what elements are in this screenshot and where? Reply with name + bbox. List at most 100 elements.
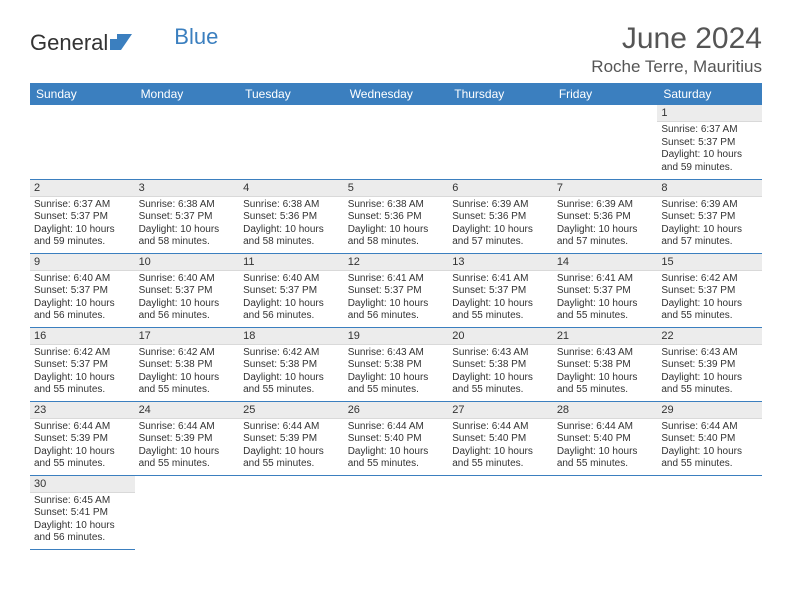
calendar-day-cell: 23Sunrise: 6:44 AMSunset: 5:39 PMDayligh… [30,401,135,475]
day-number: 15 [657,254,762,271]
day-number: 3 [135,180,240,197]
calendar-day-cell: 18Sunrise: 6:42 AMSunset: 5:38 PMDayligh… [239,327,344,401]
calendar-day-cell: 5Sunrise: 6:38 AMSunset: 5:36 PMDaylight… [344,179,449,253]
calendar-empty-cell [239,105,344,179]
calendar-body: 1Sunrise: 6:37 AMSunset: 5:37 PMDaylight… [30,105,762,549]
calendar-day-cell: 14Sunrise: 6:41 AMSunset: 5:37 PMDayligh… [553,253,658,327]
calendar-day-cell: 6Sunrise: 6:39 AMSunset: 5:36 PMDaylight… [448,179,553,253]
day-number: 14 [553,254,658,271]
day-details: Sunrise: 6:41 AMSunset: 5:37 PMDaylight:… [344,271,449,326]
weekday-header: Tuesday [239,83,344,105]
day-details: Sunrise: 6:39 AMSunset: 5:36 PMDaylight:… [448,197,553,252]
day-details: Sunrise: 6:42 AMSunset: 5:38 PMDaylight:… [135,345,240,400]
brand-part1: General [30,30,108,56]
calendar-day-cell: 20Sunrise: 6:43 AMSunset: 5:38 PMDayligh… [448,327,553,401]
day-number: 8 [657,180,762,197]
day-number: 23 [30,402,135,419]
day-details: Sunrise: 6:44 AMSunset: 5:39 PMDaylight:… [30,419,135,474]
day-details: Sunrise: 6:38 AMSunset: 5:36 PMDaylight:… [239,197,344,252]
calendar-day-cell: 2Sunrise: 6:37 AMSunset: 5:37 PMDaylight… [30,179,135,253]
day-number: 9 [30,254,135,271]
calendar-empty-cell [657,475,762,549]
weekday-header: Monday [135,83,240,105]
day-details: Sunrise: 6:44 AMSunset: 5:40 PMDaylight:… [657,419,762,474]
day-details: Sunrise: 6:39 AMSunset: 5:37 PMDaylight:… [657,197,762,252]
day-details: Sunrise: 6:44 AMSunset: 5:40 PMDaylight:… [553,419,658,474]
calendar-day-cell: 8Sunrise: 6:39 AMSunset: 5:37 PMDaylight… [657,179,762,253]
day-details: Sunrise: 6:37 AMSunset: 5:37 PMDaylight:… [657,122,762,177]
day-details: Sunrise: 6:40 AMSunset: 5:37 PMDaylight:… [239,271,344,326]
calendar-day-cell: 15Sunrise: 6:42 AMSunset: 5:37 PMDayligh… [657,253,762,327]
calendar-empty-cell [553,475,658,549]
day-number: 10 [135,254,240,271]
day-details: Sunrise: 6:45 AMSunset: 5:41 PMDaylight:… [30,493,135,548]
month-title: June 2024 [591,22,762,55]
day-details: Sunrise: 6:43 AMSunset: 5:38 PMDaylight:… [553,345,658,400]
calendar-day-cell: 10Sunrise: 6:40 AMSunset: 5:37 PMDayligh… [135,253,240,327]
calendar-day-cell: 13Sunrise: 6:41 AMSunset: 5:37 PMDayligh… [448,253,553,327]
day-details: Sunrise: 6:44 AMSunset: 5:39 PMDaylight:… [135,419,240,474]
calendar-day-cell: 11Sunrise: 6:40 AMSunset: 5:37 PMDayligh… [239,253,344,327]
day-details: Sunrise: 6:38 AMSunset: 5:36 PMDaylight:… [344,197,449,252]
calendar-empty-cell [344,105,449,179]
day-details: Sunrise: 6:42 AMSunset: 5:37 PMDaylight:… [657,271,762,326]
day-number: 5 [344,180,449,197]
day-details: Sunrise: 6:42 AMSunset: 5:37 PMDaylight:… [30,345,135,400]
day-number: 24 [135,402,240,419]
day-details: Sunrise: 6:38 AMSunset: 5:37 PMDaylight:… [135,197,240,252]
day-number: 22 [657,328,762,345]
calendar-day-cell: 16Sunrise: 6:42 AMSunset: 5:37 PMDayligh… [30,327,135,401]
flag-icon [110,34,132,50]
weekday-header: Wednesday [344,83,449,105]
day-number: 6 [448,180,553,197]
weekday-header: Friday [553,83,658,105]
day-number: 18 [239,328,344,345]
day-number: 20 [448,328,553,345]
calendar-empty-cell [344,475,449,549]
weekday-header: Sunday [30,83,135,105]
weekday-header: Thursday [448,83,553,105]
brand-part2: Blue [174,24,218,50]
day-details: Sunrise: 6:43 AMSunset: 5:38 PMDaylight:… [448,345,553,400]
calendar-table: SundayMondayTuesdayWednesdayThursdayFrid… [30,83,762,550]
calendar-header-row: SundayMondayTuesdayWednesdayThursdayFrid… [30,83,762,105]
calendar-empty-cell [239,475,344,549]
calendar-day-cell: 27Sunrise: 6:44 AMSunset: 5:40 PMDayligh… [448,401,553,475]
title-block: June 2024 Roche Terre, Mauritius [591,22,762,77]
day-number: 1 [657,105,762,122]
day-details: Sunrise: 6:42 AMSunset: 5:38 PMDaylight:… [239,345,344,400]
day-number: 13 [448,254,553,271]
calendar-week-row: 9Sunrise: 6:40 AMSunset: 5:37 PMDaylight… [30,253,762,327]
day-number: 2 [30,180,135,197]
calendar-week-row: 30Sunrise: 6:45 AMSunset: 5:41 PMDayligh… [30,475,762,549]
calendar-page: General Blue June 2024 Roche Terre, Maur… [0,0,792,560]
day-details: Sunrise: 6:44 AMSunset: 5:39 PMDaylight:… [239,419,344,474]
calendar-day-cell: 29Sunrise: 6:44 AMSunset: 5:40 PMDayligh… [657,401,762,475]
day-number: 12 [344,254,449,271]
day-details: Sunrise: 6:44 AMSunset: 5:40 PMDaylight:… [344,419,449,474]
brand-logo: General Blue [30,22,218,56]
day-number: 16 [30,328,135,345]
calendar-empty-cell [553,105,658,179]
day-number: 4 [239,180,344,197]
day-details: Sunrise: 6:43 AMSunset: 5:38 PMDaylight:… [344,345,449,400]
day-number: 25 [239,402,344,419]
day-details: Sunrise: 6:40 AMSunset: 5:37 PMDaylight:… [30,271,135,326]
calendar-day-cell: 7Sunrise: 6:39 AMSunset: 5:36 PMDaylight… [553,179,658,253]
day-number: 17 [135,328,240,345]
calendar-empty-cell [135,475,240,549]
calendar-empty-cell [448,475,553,549]
day-details: Sunrise: 6:41 AMSunset: 5:37 PMDaylight:… [448,271,553,326]
calendar-empty-cell [448,105,553,179]
weekday-header: Saturday [657,83,762,105]
day-number: 26 [344,402,449,419]
calendar-day-cell: 3Sunrise: 6:38 AMSunset: 5:37 PMDaylight… [135,179,240,253]
calendar-day-cell: 25Sunrise: 6:44 AMSunset: 5:39 PMDayligh… [239,401,344,475]
calendar-day-cell: 30Sunrise: 6:45 AMSunset: 5:41 PMDayligh… [30,475,135,549]
day-details: Sunrise: 6:40 AMSunset: 5:37 PMDaylight:… [135,271,240,326]
day-details: Sunrise: 6:37 AMSunset: 5:37 PMDaylight:… [30,197,135,252]
calendar-week-row: 2Sunrise: 6:37 AMSunset: 5:37 PMDaylight… [30,179,762,253]
day-number: 19 [344,328,449,345]
location-subtitle: Roche Terre, Mauritius [591,57,762,77]
calendar-day-cell: 26Sunrise: 6:44 AMSunset: 5:40 PMDayligh… [344,401,449,475]
